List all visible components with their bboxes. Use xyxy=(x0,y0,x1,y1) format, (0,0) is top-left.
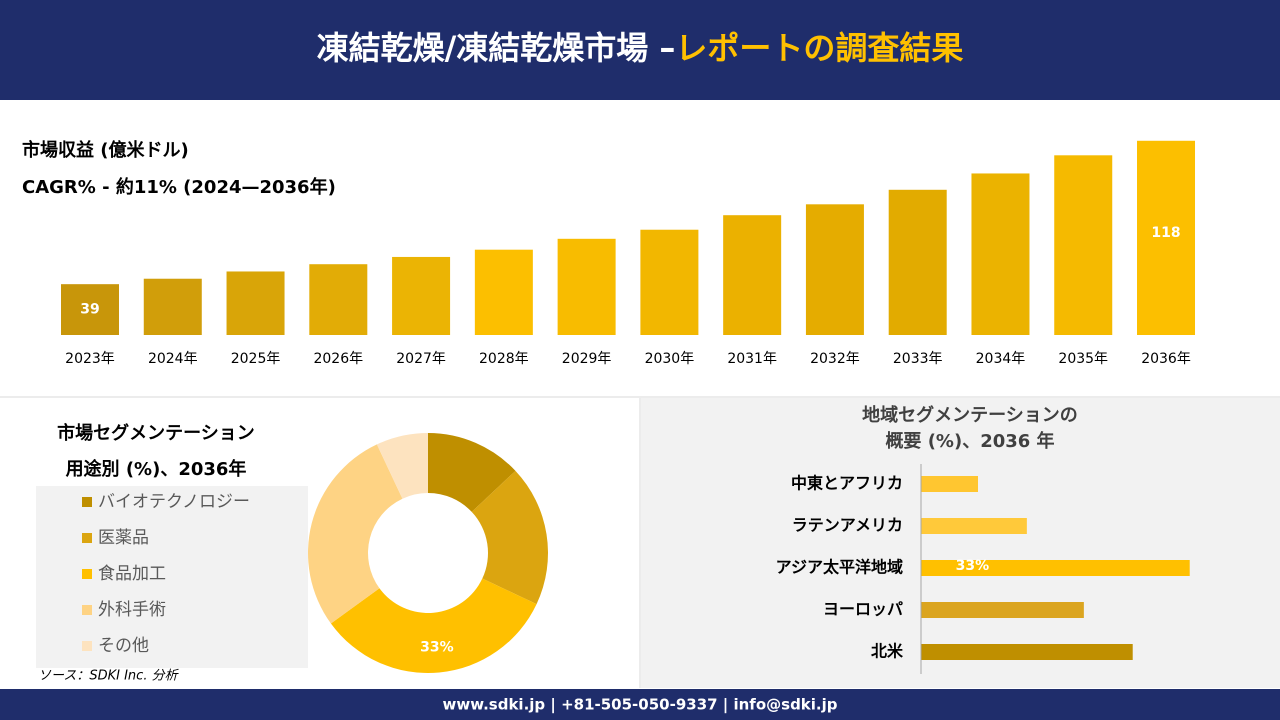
bar xyxy=(226,271,285,335)
legend-label: その他 xyxy=(98,636,149,656)
region-panel xyxy=(641,398,1280,688)
bar xyxy=(723,215,782,335)
bar xyxy=(1054,155,1113,335)
legend-label: 医薬品 xyxy=(98,528,149,548)
bar xyxy=(805,204,864,335)
donut-title: 市場セグメンテーション xyxy=(57,422,255,444)
legend-swatch xyxy=(82,641,92,651)
data-label: 33% xyxy=(956,558,990,574)
bar xyxy=(888,189,947,335)
donut-subtitle: 用途別 (%)、2036年 xyxy=(66,458,247,480)
x-tick-label: 2026年 xyxy=(313,351,363,367)
x-tick-label: 2032年 xyxy=(810,351,860,367)
x-tick-label: 2033年 xyxy=(893,351,943,367)
bar xyxy=(921,518,1027,534)
data-label: 118 xyxy=(1151,225,1180,241)
bar xyxy=(557,238,616,335)
title-accent: レポートの調査結果 xyxy=(675,29,963,67)
bar xyxy=(971,173,1030,335)
y-tick-label: アジア太平洋地域 xyxy=(776,558,903,577)
x-tick-label: 2031年 xyxy=(727,351,777,367)
header-title: 凍結乾燥/凍結乾燥市場 –レポートの調査結果 xyxy=(317,29,964,67)
bar xyxy=(1137,140,1196,335)
donut-segment xyxy=(428,433,516,512)
y-tick-label: ヨーロッパ xyxy=(823,600,903,619)
bar xyxy=(640,229,699,335)
y-tick-label: 中東とアフリカ xyxy=(791,474,903,493)
legend-box xyxy=(36,486,308,668)
bar xyxy=(921,602,1084,618)
x-tick-label: 2036年 xyxy=(1141,351,1191,367)
x-tick-label: 2025年 xyxy=(231,351,281,367)
title-main: 凍結乾燥/凍結乾燥市場 – xyxy=(317,29,676,67)
x-tick-label: 2028年 xyxy=(479,351,529,367)
x-tick-label: 2023年 xyxy=(65,351,115,367)
data-label: 39 xyxy=(80,302,99,318)
legend-label: 外科手術 xyxy=(98,600,166,620)
x-tick-label: 2035年 xyxy=(1058,351,1108,367)
bar xyxy=(921,560,1190,576)
hbar-subtitle: 概要 (%)、2036 年 xyxy=(885,430,1054,452)
donut-segment xyxy=(308,444,403,624)
donut-segment xyxy=(471,470,549,605)
x-tick-label: 2034年 xyxy=(976,351,1026,367)
bar xyxy=(921,644,1133,660)
x-tick-label: 2024年 xyxy=(148,351,198,367)
legend-swatch xyxy=(82,605,92,615)
legend-swatch xyxy=(82,569,92,579)
y-tick-label: 北米 xyxy=(871,642,904,661)
header-bg xyxy=(0,0,1280,100)
legend-label: バイオテクノロジー xyxy=(98,492,250,512)
legend-swatch xyxy=(82,533,92,543)
legend-label: 食品加工 xyxy=(98,564,166,584)
bar-subtitle: CAGR% - 約11% (2024—2036年) xyxy=(22,176,336,198)
bar xyxy=(61,284,119,335)
bar-title: 市場収益 (億米ドル) xyxy=(22,139,189,161)
x-tick-label: 2030年 xyxy=(645,351,695,367)
donut-segment xyxy=(330,578,537,673)
legend-swatch xyxy=(82,497,92,507)
bar xyxy=(309,264,368,335)
x-tick-label: 2027年 xyxy=(396,351,446,367)
x-tick-label: 2029年 xyxy=(562,351,612,367)
source: ソース：SDKI Inc. 分析 xyxy=(38,669,180,684)
hbar-title: 地域セグメンテーションの xyxy=(862,404,1078,426)
donut-segment xyxy=(376,433,428,499)
bar xyxy=(392,256,451,335)
footer-bg xyxy=(0,689,1280,720)
y-tick-label: ラテンアメリカ xyxy=(792,516,903,535)
data-label: 33% xyxy=(420,640,454,656)
footer: www.sdki.jp | +81-505-050-9337 | info@sd… xyxy=(442,696,837,715)
bar xyxy=(143,278,202,335)
bar xyxy=(921,476,978,492)
bar xyxy=(474,249,533,335)
